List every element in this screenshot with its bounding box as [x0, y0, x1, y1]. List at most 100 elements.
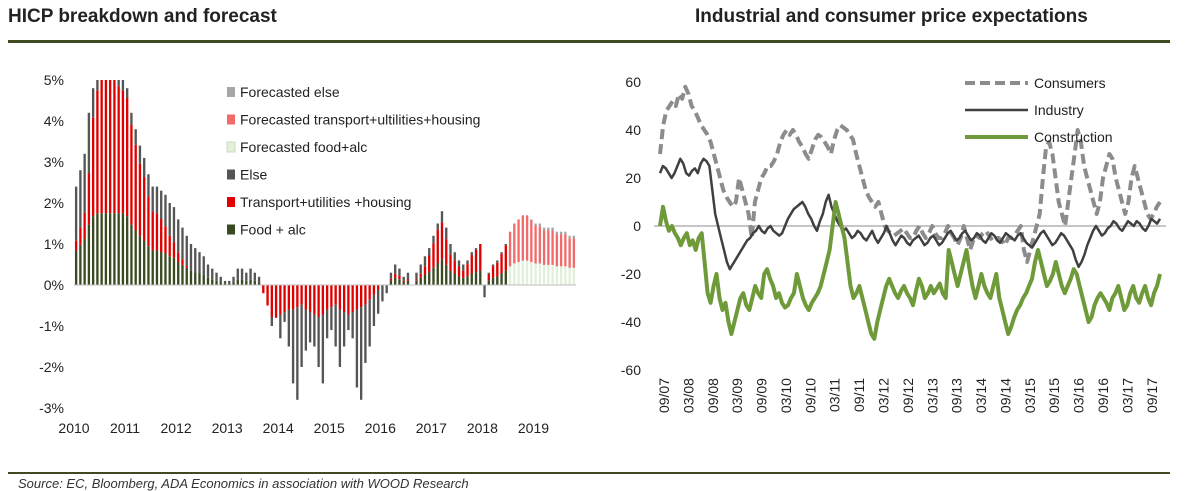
hicp-legend-swatch — [227, 197, 235, 207]
bar-else-segment — [236, 268, 239, 280]
bar-else-segment — [202, 256, 205, 275]
bar-else-segment — [117, 80, 120, 87]
bar-transport-segment — [500, 253, 503, 274]
bar-food-segment — [113, 213, 116, 285]
bar-else-segment — [462, 264, 465, 271]
bar-food-segment — [96, 213, 99, 285]
bar-else-segment — [347, 314, 350, 331]
bar-else-segment — [325, 309, 329, 339]
bar-food-segment — [440, 259, 444, 285]
bar-food-segment — [198, 273, 201, 285]
bar-transport-segment — [355, 285, 359, 310]
bar-else-segment — [551, 227, 554, 231]
bar-transport-segment — [134, 144, 137, 231]
bar-food-segment — [108, 213, 112, 285]
bar-food-segment — [559, 266, 563, 285]
expectations-x-tick: 03/14 — [973, 378, 989, 413]
top-divider — [8, 40, 1170, 43]
bar-else-segment — [389, 272, 393, 279]
bar-transport-segment — [504, 245, 507, 271]
bar-else-segment — [538, 223, 542, 227]
bar-else-segment — [151, 186, 154, 212]
hicp-legend-swatch — [226, 141, 236, 153]
bar-else-segment — [368, 299, 371, 347]
bar-else-segment — [185, 235, 188, 266]
bar-transport-segment — [445, 239, 448, 265]
expectations-x-tick: 09/15 — [1046, 378, 1062, 413]
expectations-x-tick: 03/12 — [876, 378, 892, 413]
bar-else-segment — [181, 227, 184, 260]
bar-transport-segment — [466, 264, 469, 277]
bar-else-segment — [334, 304, 337, 347]
expectations-x-tick: 03/08 — [680, 378, 696, 413]
bar-food-segment — [521, 260, 524, 285]
bar-transport-segment — [517, 219, 520, 263]
bar-food-segment — [91, 216, 95, 285]
bar-transport-segment — [79, 227, 82, 245]
bar-food-segment — [223, 283, 227, 285]
bar-transport-segment — [432, 243, 435, 268]
bar-transport-segment — [287, 285, 291, 310]
bar-food-segment — [555, 266, 559, 285]
hicp-legend-swatch — [227, 224, 235, 235]
bar-transport-segment — [151, 211, 154, 251]
bar-food-segment — [202, 274, 205, 285]
bar-transport-segment — [270, 285, 273, 317]
bar-else-segment — [83, 153, 86, 213]
bar-food-segment — [257, 282, 261, 285]
bar-food-segment — [538, 263, 542, 285]
bar-else-segment — [406, 272, 410, 280]
bar-transport-segment — [291, 285, 295, 310]
bar-transport-segment — [143, 176, 146, 241]
bar-food-segment — [164, 253, 167, 285]
hicp-legend-swatch — [227, 114, 235, 125]
bar-food-segment — [479, 270, 482, 285]
bar-else-segment — [304, 309, 308, 351]
bar-food-segment — [83, 239, 86, 285]
bar-transport-segment — [304, 285, 308, 310]
bar-food-segment — [194, 272, 197, 285]
bar-food-segment — [189, 270, 193, 285]
bar-food-segment — [87, 224, 91, 285]
bar-food-segment — [74, 250, 78, 285]
bar-transport-segment — [462, 270, 465, 278]
bar-else-segment — [219, 276, 222, 283]
bar-food-segment — [228, 283, 231, 285]
hicp-y-tick: 2% — [44, 195, 64, 211]
hicp-legend-label: Forecasted food+alc — [240, 139, 367, 155]
expectations-chart: -60 -40 -20 0 20 40 60 09/07 03/08 09/08 03/09 09/0… — [621, 74, 1166, 413]
bar-else-segment — [474, 248, 478, 250]
bar-transport-segment — [479, 244, 482, 271]
bar-transport-segment — [521, 215, 524, 261]
bar-food-segment — [143, 240, 146, 285]
bar-food-segment — [253, 280, 256, 285]
bar-else-segment — [308, 312, 312, 343]
bar-food-segment — [551, 264, 554, 285]
bar-transport-segment — [83, 212, 86, 240]
hicp-y-tick: 5% — [44, 72, 64, 88]
expectations-x-tick: 09/13 — [949, 378, 965, 413]
bar-else-segment — [198, 252, 201, 274]
bar-transport-segment — [91, 117, 95, 217]
bar-transport-segment — [368, 285, 371, 300]
bar-else-segment — [164, 194, 167, 227]
hicp-x-tick: 2016 — [365, 420, 396, 436]
bar-else-segment — [160, 190, 163, 219]
bar-transport-segment — [177, 252, 180, 263]
bar-food-segment — [134, 230, 137, 285]
bar-food-segment — [172, 257, 176, 285]
bar-else-segment — [453, 252, 456, 261]
expectations-y-tick: 40 — [625, 122, 641, 138]
bar-else-segment — [155, 186, 159, 214]
bar-else-segment — [351, 312, 354, 339]
bar-food-segment — [100, 213, 103, 285]
hicp-legend-swatch — [227, 87, 235, 97]
bar-transport-segment — [547, 230, 550, 265]
bar-food-segment — [155, 250, 159, 285]
bar-food-segment — [466, 276, 469, 285]
bar-food-segment — [130, 224, 133, 285]
bar-food-segment — [168, 256, 171, 285]
bar-else-segment — [313, 314, 316, 347]
bar-food-segment — [423, 274, 427, 285]
bar-food-segment — [245, 280, 248, 285]
